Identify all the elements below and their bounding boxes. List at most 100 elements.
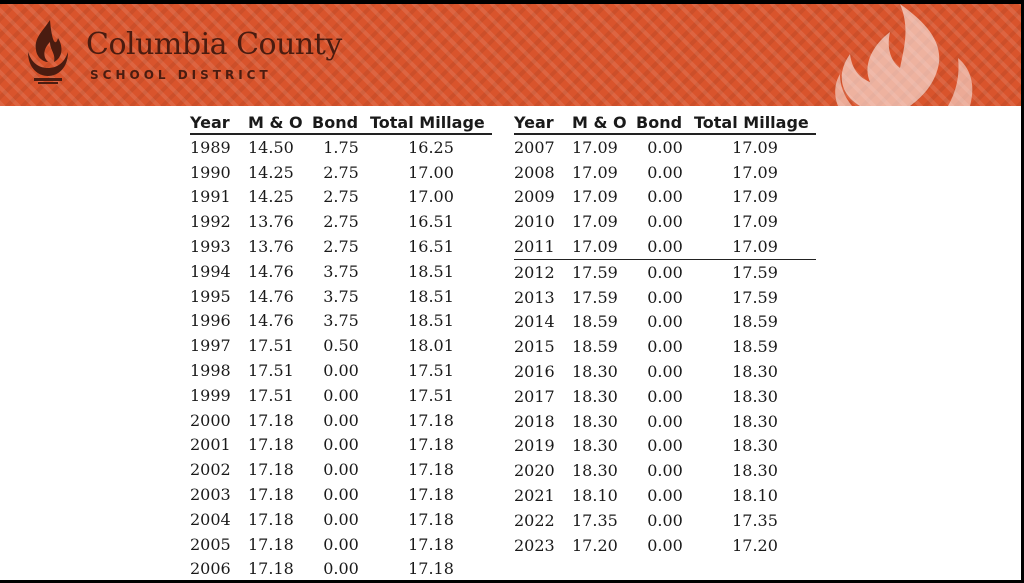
bond-cell: 0.00 (647, 337, 683, 357)
year-cell: 1995 (190, 286, 231, 306)
year-cell: 2010 (514, 212, 555, 232)
table-row: 2007 17.09 0.00 17.09 (514, 134, 816, 160)
mo-cell: 14.76 (248, 261, 294, 281)
mo-cell: 14.25 (248, 162, 294, 182)
total-cell: 18.51 (408, 286, 454, 306)
mo-cell: 17.59 (572, 287, 618, 307)
year-cell: 1991 (190, 187, 231, 207)
year-cell: 1998 (190, 361, 231, 381)
mo-cell: 18.30 (572, 411, 618, 431)
flame-logo-icon (28, 20, 68, 84)
total-cell: 18.30 (732, 461, 778, 481)
total-cell: 18.30 (732, 386, 778, 406)
total-cell: 17.18 (408, 410, 454, 430)
bond-cell: 3.75 (323, 286, 359, 306)
bond-cell: 2.75 (323, 212, 359, 232)
mo-cell: 18.10 (572, 486, 618, 506)
year-cell: 1993 (190, 237, 231, 257)
bond-cell: 0.00 (647, 312, 683, 332)
total-cell: 17.00 (408, 162, 454, 182)
col-header-total: Total Millage (370, 111, 492, 135)
year-cell: 2007 (514, 137, 555, 157)
table-row: 2006 17.18 0.00 17.18 (190, 557, 492, 580)
total-cell: 17.18 (408, 435, 454, 455)
bond-cell: 1.75 (323, 137, 359, 157)
year-cell: 2006 (190, 559, 231, 579)
bond-cell: 0.00 (647, 187, 683, 207)
bond-cell: 2.75 (323, 187, 359, 207)
table-row: 2019 18.30 0.00 18.30 (514, 434, 816, 459)
year-cell: 1990 (190, 162, 231, 182)
bond-cell: 0.00 (647, 411, 683, 431)
year-cell: 1989 (190, 137, 231, 157)
table-row: 2005 17.18 0.00 17.18 (190, 532, 492, 557)
bond-cell: 0.00 (323, 361, 359, 381)
bond-cell: 2.75 (323, 237, 359, 257)
total-cell: 17.35 (732, 510, 778, 530)
bond-cell: 0.00 (647, 386, 683, 406)
table-row: 2021 18.10 0.00 18.10 (514, 483, 816, 508)
table-row: 2015 18.59 0.00 18.59 (514, 334, 816, 359)
table-row: 2020 18.30 0.00 18.30 (514, 458, 816, 483)
table-row: 2002 17.18 0.00 17.18 (190, 457, 492, 482)
millage-table-left: Year M & O Bond Total Millage 1989 14.50 1… (190, 111, 492, 580)
total-cell: 17.20 (732, 535, 778, 555)
mo-cell: 18.30 (572, 362, 618, 382)
table-row: 2004 17.18 0.00 17.18 (190, 507, 492, 532)
year-cell: 1999 (190, 385, 231, 405)
year-cell: 2004 (190, 509, 231, 529)
bond-cell: 0.00 (647, 535, 683, 555)
bond-cell: 0.00 (647, 510, 683, 530)
total-cell: 16.51 (408, 212, 454, 232)
bond-cell: 0.00 (647, 436, 683, 456)
mo-cell: 17.09 (572, 137, 618, 157)
table-row: 1994 14.76 3.75 18.51 (190, 259, 492, 284)
table-row: 1998 17.51 0.00 17.51 (190, 358, 492, 383)
year-cell: 2008 (514, 162, 555, 182)
mo-cell: 17.20 (572, 535, 618, 555)
mo-cell: 17.59 (572, 262, 618, 282)
total-cell: 17.18 (408, 559, 454, 579)
year-cell: 1994 (190, 261, 231, 281)
table-row: 2011 17.09 0.00 17.09 (514, 234, 816, 260)
col-header-bond: Bond (636, 111, 694, 135)
mo-cell: 17.51 (248, 336, 294, 356)
col-header-mo: M & O (572, 111, 636, 135)
table-row: 2023 17.20 0.00 17.20 (514, 533, 816, 558)
year-cell: 2019 (514, 436, 555, 456)
bond-cell: 0.00 (647, 486, 683, 506)
mo-cell: 17.18 (248, 509, 294, 529)
total-cell: 18.01 (408, 336, 454, 356)
table-row: 2013 17.59 0.00 17.59 (514, 285, 816, 310)
year-cell: 2016 (514, 362, 555, 382)
total-cell: 17.18 (408, 509, 454, 529)
bond-cell: 0.00 (647, 262, 683, 282)
bond-cell: 0.00 (323, 385, 359, 405)
total-cell: 17.09 (732, 212, 778, 232)
total-cell: 17.59 (732, 287, 778, 307)
total-cell: 17.09 (732, 162, 778, 182)
district-subtitle: SCHOOL DISTRICT (90, 68, 272, 82)
total-cell: 18.51 (408, 311, 454, 331)
year-cell: 1997 (190, 336, 231, 356)
bond-cell: 0.00 (323, 435, 359, 455)
mo-cell: 17.18 (248, 435, 294, 455)
total-cell: 17.51 (408, 385, 454, 405)
mo-cell: 18.59 (572, 337, 618, 357)
millage-table-right: Year M & O Bond Total Millage 2007 17.09 0… (514, 111, 816, 558)
col-header-year: Year (190, 111, 248, 135)
mo-cell: 17.09 (572, 162, 618, 182)
mo-cell: 17.09 (572, 187, 618, 207)
total-cell: 17.18 (408, 534, 454, 554)
total-cell: 17.09 (732, 137, 778, 157)
table-row: 2009 17.09 0.00 17.09 (514, 185, 816, 210)
total-cell: 17.00 (408, 187, 454, 207)
mo-cell: 17.35 (572, 510, 618, 530)
table-row: 2022 17.35 0.00 17.35 (514, 508, 816, 533)
mo-cell: 17.09 (572, 234, 636, 260)
table-row: 2016 18.30 0.00 18.30 (514, 359, 816, 384)
bond-cell: 3.75 (323, 261, 359, 281)
bond-cell: 0.00 (647, 212, 683, 232)
year-cell: 2014 (514, 312, 555, 332)
year-cell: 2002 (190, 460, 231, 480)
